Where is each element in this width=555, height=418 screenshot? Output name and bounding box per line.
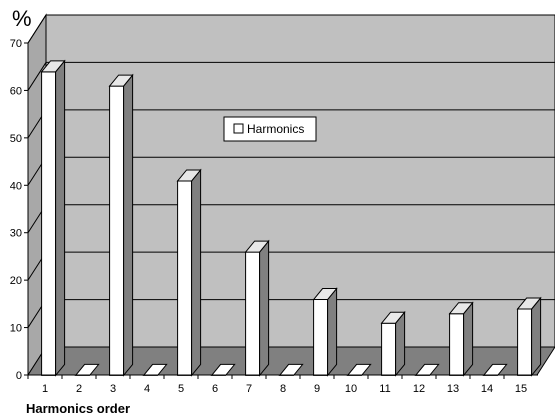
legend-label: Harmonics — [247, 122, 304, 136]
bar-front — [245, 251, 261, 376]
x-tick-label: 3 — [110, 383, 116, 395]
x-axis-title: Harmonics order — [26, 401, 130, 416]
chart-walls — [27, 13, 555, 377]
bar-side — [123, 73, 134, 377]
bar — [516, 296, 542, 377]
x-tick-label: 1 — [42, 383, 48, 395]
bar — [244, 239, 270, 377]
gridline — [27, 61, 555, 91]
bar-front — [313, 299, 329, 376]
y-tick-label: 50 — [10, 133, 22, 145]
bar — [448, 301, 474, 377]
bar-top — [448, 302, 474, 315]
bar-top — [244, 240, 270, 253]
bar-front — [177, 180, 193, 376]
bar-side — [191, 168, 202, 377]
x-tick-label: 7 — [246, 383, 252, 395]
bar-side — [259, 239, 270, 377]
bar — [312, 287, 338, 377]
x-axis-ticks: 1 2 3 4 5 6 7 8 9 10 11 12 13 14 15 — [27, 374, 538, 395]
x-tick-label: 11 — [379, 383, 390, 395]
x-tick-label: 10 — [345, 383, 357, 395]
x-tick-label: 14 — [481, 383, 493, 395]
bar-front — [381, 322, 397, 376]
legend-swatch — [233, 123, 244, 134]
x-tick-label: 9 — [314, 383, 320, 395]
bar — [40, 59, 66, 377]
bar-front — [41, 71, 57, 376]
x-tick-label: 15 — [515, 383, 527, 395]
bar-top — [380, 311, 406, 324]
y-tick-label: 60 — [10, 85, 22, 97]
y-unit-label: % — [12, 6, 32, 31]
bar-top — [516, 297, 542, 310]
bar-front — [109, 85, 125, 376]
bar-front — [449, 313, 465, 376]
bar-side — [55, 59, 66, 377]
bar-top — [108, 74, 134, 87]
y-tick-label: 40 — [10, 180, 22, 192]
x-tick-label: 5 — [178, 383, 184, 395]
y-tick-label: 0 — [16, 370, 22, 382]
gridline — [27, 14, 555, 44]
x-tick-label: 8 — [280, 383, 286, 395]
bar-front — [517, 308, 533, 376]
bar-side — [327, 287, 338, 377]
bar-top — [40, 60, 66, 73]
bar-top — [176, 169, 202, 182]
bar — [176, 168, 202, 377]
y-tick-label: 30 — [10, 228, 22, 240]
x-tick-label: 6 — [212, 383, 218, 395]
y-tick-label: 10 — [10, 323, 22, 335]
bars — [40, 59, 542, 377]
legend: Harmonics — [223, 116, 317, 142]
bar-side — [531, 296, 542, 377]
y-tick-label: 70 — [10, 38, 22, 50]
bar — [108, 73, 134, 377]
bar — [380, 310, 406, 377]
y-axis-ticks: 0 10 20 30 40 50 60 70 — [10, 38, 29, 382]
x-tick-label: 4 — [144, 383, 150, 395]
bar-top — [312, 288, 338, 301]
bar-side — [463, 301, 474, 377]
x-tick-label: 13 — [447, 383, 459, 395]
x-tick-label: 12 — [413, 383, 425, 395]
x-tick-label: 2 — [76, 383, 82, 395]
y-tick-label: 20 — [10, 275, 22, 287]
